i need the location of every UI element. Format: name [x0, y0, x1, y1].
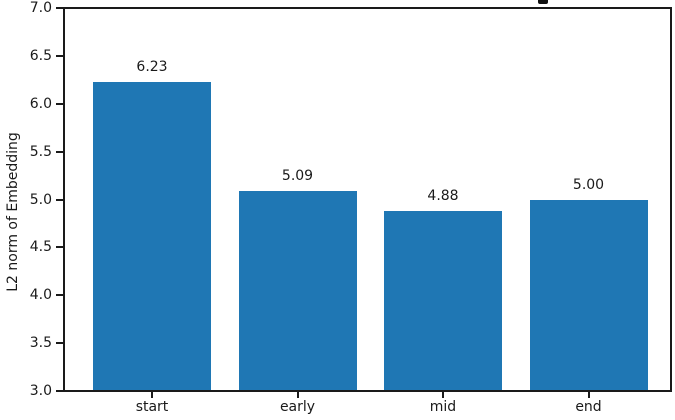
- y-tick-label: 6.0: [29, 95, 52, 112]
- y-tick-mark: [56, 102, 63, 105]
- x-tick-mark: [442, 392, 444, 398]
- x-tick-label: mid: [429, 399, 457, 415]
- x-tick-mark: [296, 392, 299, 398]
- x-tick-mark: [151, 392, 153, 398]
- y-tick-mark: [56, 7, 63, 9]
- x-tick-label: end: [575, 399, 602, 415]
- bar-value-label: 5.09: [281, 167, 314, 184]
- bar: [384, 210, 502, 390]
- y-tick-mark: [56, 150, 63, 153]
- bar-value-label: 5.00: [572, 176, 605, 193]
- bar: [529, 199, 648, 390]
- bar-value-label: 6.23: [136, 59, 168, 76]
- y-tick-label: 4.5: [29, 239, 52, 256]
- y-tick-mark: [56, 198, 63, 201]
- plot-area: 6.23 5.09 4.88 5.00: [63, 7, 672, 392]
- bar-value-label: 4.88: [427, 187, 459, 204]
- x-tick-label: start: [135, 399, 169, 415]
- y-tick-label: 5.5: [29, 143, 52, 160]
- y-tick-mark: [56, 246, 63, 249]
- y-tick-label: 4.0: [29, 287, 52, 304]
- y-tick-mark: [56, 294, 63, 297]
- title-fragment-glyph: [538, 0, 548, 4]
- y-tick-mark: [56, 54, 63, 57]
- y-tick-label: 5.0: [29, 191, 52, 208]
- y-tick-label: 6.5: [29, 47, 52, 64]
- x-tick-mark: [587, 392, 590, 398]
- y-tick-label: 7.0: [29, 0, 52, 16]
- x-tick-label: early: [279, 399, 316, 415]
- y-tick-label: 3.0: [29, 383, 52, 399]
- bar: [93, 82, 211, 390]
- bar: [238, 190, 357, 390]
- y-tick-label: 3.5: [29, 335, 52, 352]
- y-tick-mark: [56, 390, 63, 392]
- y-tick-mark: [56, 342, 63, 345]
